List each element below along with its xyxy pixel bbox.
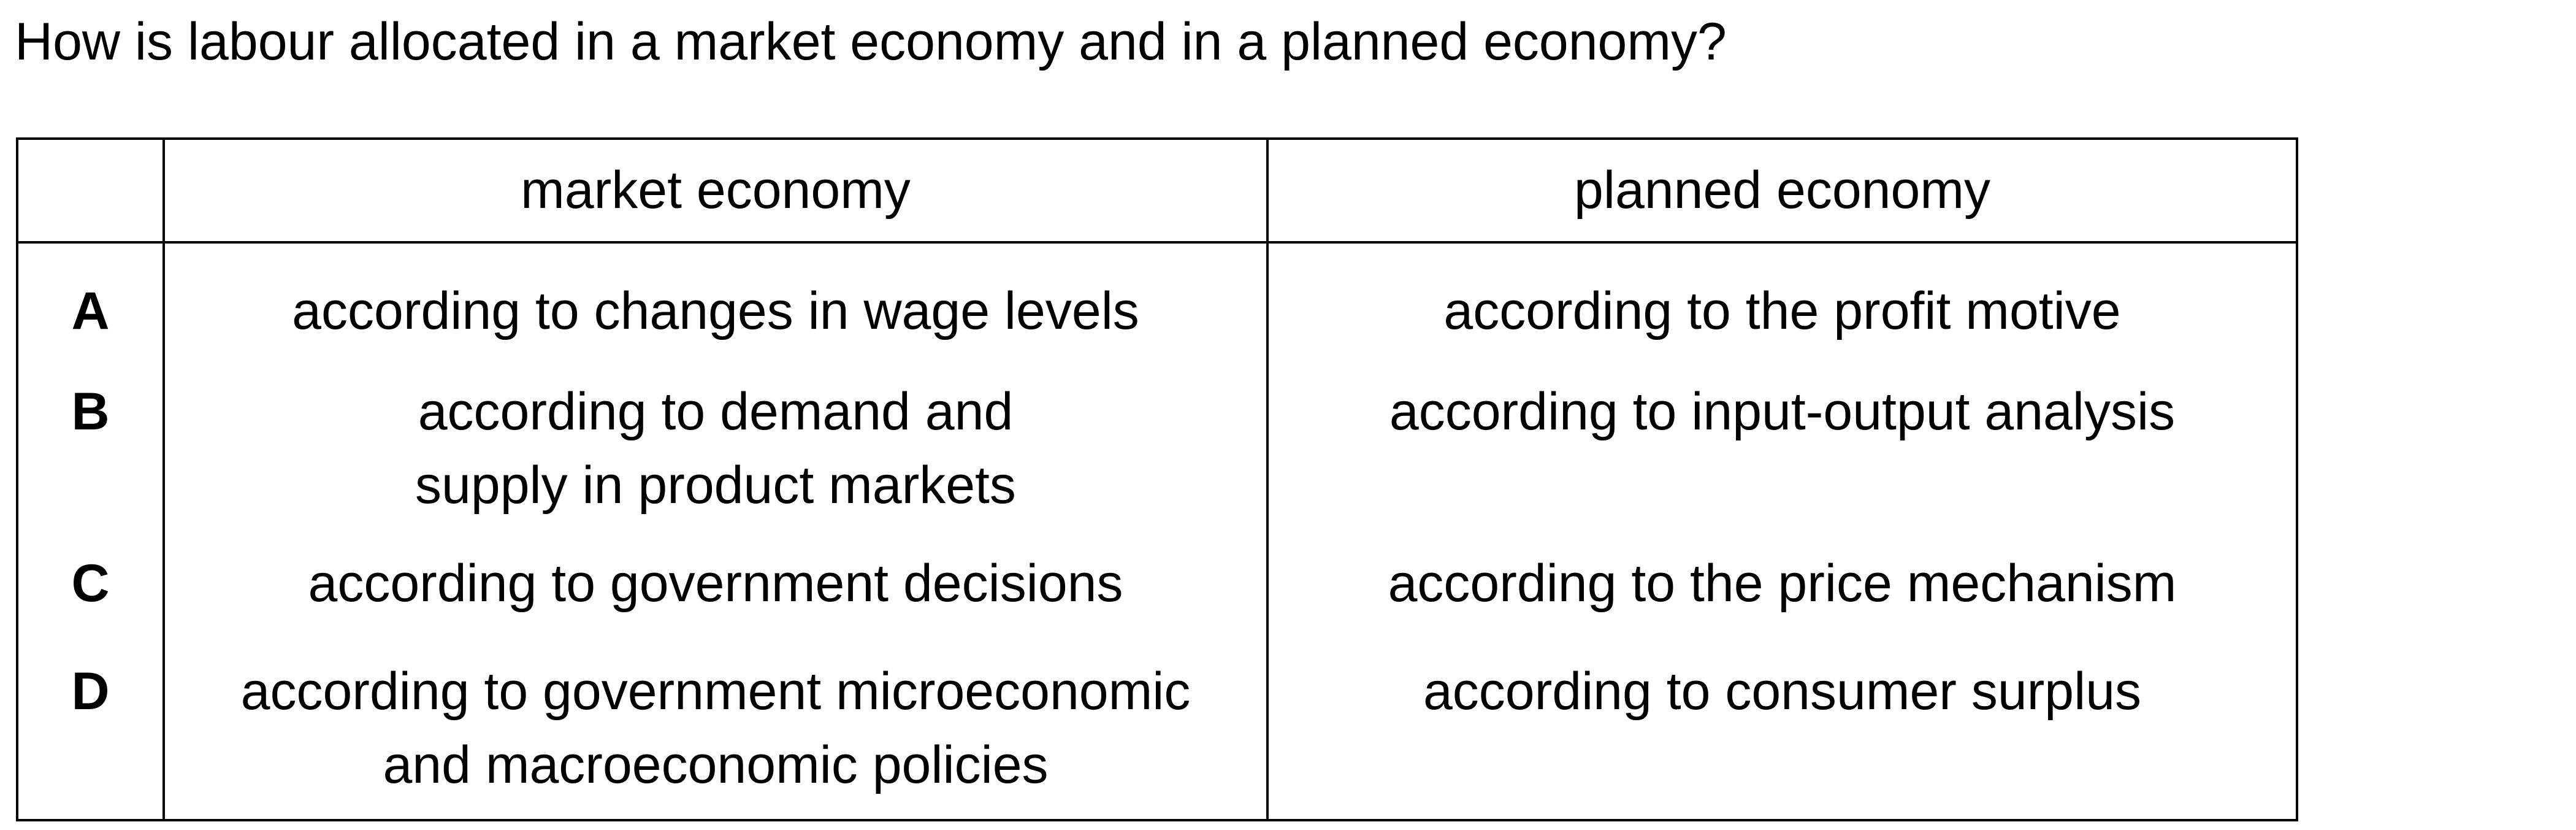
- option-row-a: A according to changes in wage levels ac…: [17, 242, 2297, 375]
- option-letter: D: [71, 662, 110, 721]
- option-row-b: B according to demand and supply in prod…: [17, 375, 2297, 547]
- header-letter-cell: [17, 139, 164, 244]
- answer-options-table: market economy planned economy A accordi…: [16, 137, 2298, 821]
- option-row-d: D according to government microeconomic …: [17, 655, 2297, 820]
- planned-economy-cell: according to the profit motive: [1266, 242, 2297, 375]
- planned-economy-cell: according to the price mechanism: [1266, 547, 2297, 655]
- header-row: market economy planned economy: [17, 139, 2297, 244]
- market-economy-cell: according to government decisions: [162, 547, 1267, 655]
- market-economy-cell: according to demand and supply in produc…: [162, 375, 1267, 547]
- market-economy-cell: according to government microeconomic an…: [162, 655, 1267, 820]
- option-letter: A: [71, 282, 110, 340]
- cell-line: according to demand and: [418, 382, 1014, 441]
- header-planned-economy: planned economy: [1266, 139, 2297, 244]
- cell-line: according to government decisions: [308, 554, 1123, 613]
- option-letter: C: [71, 554, 110, 613]
- cell-line: according to government microeconomic: [240, 662, 1191, 721]
- market-economy-cell: according to changes in wage levels: [162, 242, 1267, 375]
- cell-line: supply in product markets: [415, 456, 1016, 515]
- header-market-economy: market economy: [162, 139, 1267, 244]
- option-row-c: C according to government decisions acco…: [17, 547, 2297, 655]
- cell-line: according to changes in wage levels: [292, 282, 1139, 340]
- option-letter: B: [71, 382, 110, 441]
- planned-economy-cell: according to consumer surplus: [1266, 655, 2297, 820]
- question-text: How is labour allocated in a market econ…: [15, 12, 1727, 71]
- planned-economy-cell: according to input-output analysis: [1266, 375, 2297, 547]
- cell-line: and macroeconomic policies: [383, 736, 1049, 794]
